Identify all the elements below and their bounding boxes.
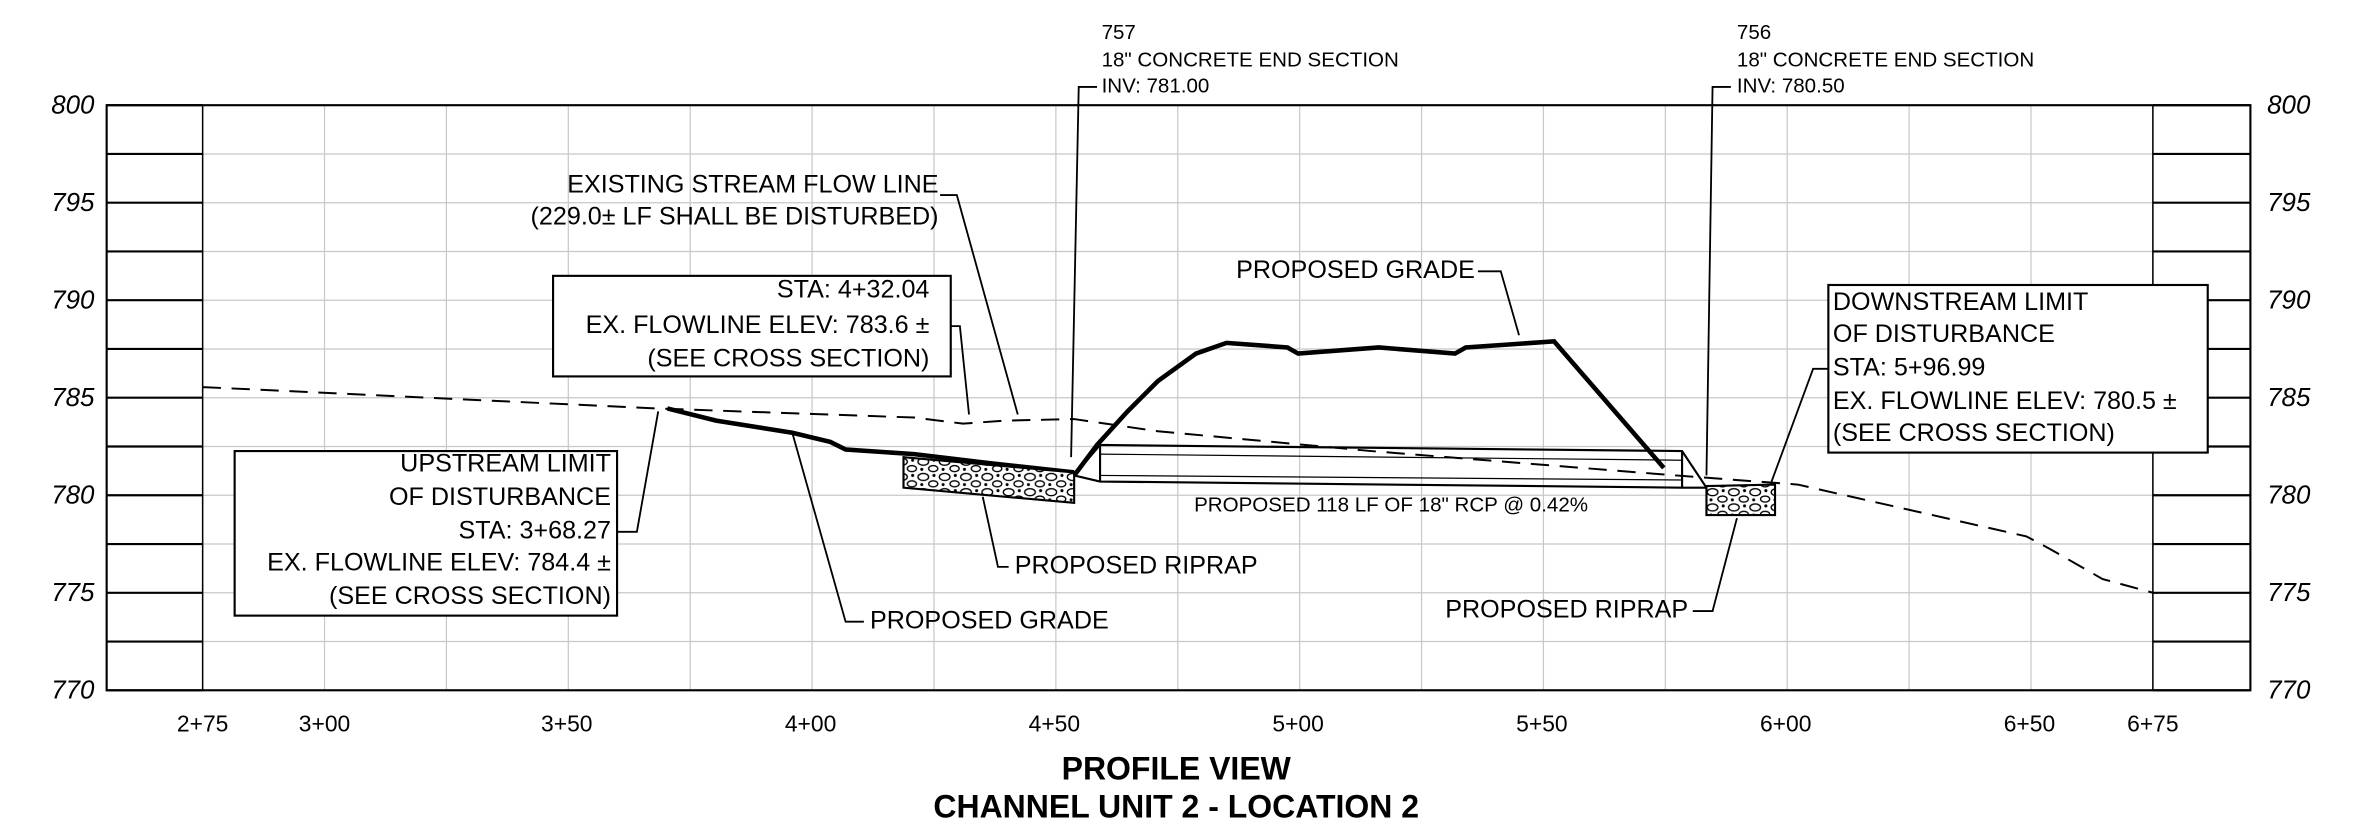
note: (SEE CROSS SECTION) (329, 582, 611, 610)
note: OF DISTURBANCE (1833, 320, 2055, 348)
elev-label: 785 (2267, 384, 2311, 412)
note: PROPOSED RIPRAP (1445, 596, 1688, 624)
station-axis: 2+75 3+00 3+50 4+00 4+50 5+00 5+50 6+00 … (177, 710, 2179, 736)
note: STA: 5+96.99 (1833, 353, 1985, 381)
note: EX. FLOWLINE ELEV: 784.4 ± (267, 548, 611, 576)
elev-label: 795 (51, 189, 95, 217)
elev-label: 800 (2267, 92, 2311, 120)
note: PROPOSED GRADE (1236, 256, 1475, 284)
elev-label: 795 (2267, 189, 2311, 217)
end-section-invert: INV: 780.50 (1737, 74, 1845, 97)
note: (229.0± LF SHALL BE DISTURBED) (531, 203, 939, 231)
station-label: 5+50 (1516, 710, 1567, 736)
elev-label: 775 (2267, 579, 2311, 607)
leader-lines (617, 86, 1829, 623)
end-section-id: 757 (1102, 21, 1136, 44)
station-label: 4+50 (1029, 710, 1080, 736)
elev-label: 780 (51, 482, 95, 510)
note: STA: 4+32.04 (777, 276, 930, 304)
note: (SEE CROSS SECTION) (647, 344, 929, 372)
title: PROFILE VIEW (1062, 750, 1292, 786)
note: EXISTING STREAM FLOW LINE (567, 171, 938, 199)
end-section-id: 756 (1737, 21, 1771, 44)
station-label: 4+00 (785, 710, 836, 736)
elev-label: 800 (51, 92, 95, 120)
annotation-box (1827, 283, 2209, 454)
elev-label: 780 (2267, 482, 2311, 510)
elev-label: 790 (51, 287, 95, 315)
note: (SEE CROSS SECTION) (1833, 419, 2115, 447)
elev-label: 785 (51, 384, 95, 412)
elev-label: 775 (51, 579, 95, 607)
elev-label: 770 (2267, 677, 2311, 705)
note: PROPOSED RIPRAP (1015, 552, 1258, 580)
station-label: 6+00 (1760, 710, 1811, 736)
annotation-box (233, 450, 619, 617)
plot-frame (105, 104, 2252, 692)
note: PROPOSED GRADE (870, 606, 1109, 634)
note: EX. FLOWLINE ELEV: 780.5 ± (1833, 387, 2177, 415)
riprap (1705, 483, 1777, 517)
station-label: 5+00 (1272, 710, 1323, 736)
proposed-grade (1072, 339, 1666, 477)
annotation-box (552, 274, 952, 378)
right-axis: 800 795 790 785 780 775 770 (2267, 92, 2311, 705)
pipe (1072, 443, 1709, 489)
note: EX. FLOWLINE ELEV: 783.6 ± (586, 311, 930, 339)
riprap (902, 455, 1076, 505)
end-section-invert: INV: 781.00 (1102, 74, 1210, 97)
left-axis: 800 795 790 785 780 775 770 (51, 92, 95, 705)
station-label: 6+50 (2004, 710, 2055, 736)
note: UPSTREAM LIMIT (400, 449, 611, 477)
subtitle: CHANNEL UNIT 2 - LOCATION 2 (933, 789, 1419, 825)
pipe-label: PROPOSED 118 LF OF 18" RCP @ 0.42% (1194, 493, 1588, 516)
station-label: 2+75 (177, 710, 228, 736)
end-section-type: 18" CONCRETE END SECTION (1737, 48, 2034, 71)
note: STA: 3+68.27 (458, 516, 610, 544)
station-label: 6+75 (2127, 710, 2178, 736)
elev-label: 790 (2267, 287, 2311, 315)
elev-label: 770 (51, 677, 95, 705)
note: DOWNSTREAM LIMIT (1833, 288, 2088, 316)
end-section-type: 18" CONCRETE END SECTION (1102, 48, 1399, 71)
note: OF DISTURBANCE (389, 483, 611, 511)
existing-flow-line (202, 386, 2154, 594)
proposed-grade (666, 406, 1075, 475)
station-label: 3+50 (541, 710, 592, 736)
station-label: 3+00 (299, 710, 350, 736)
